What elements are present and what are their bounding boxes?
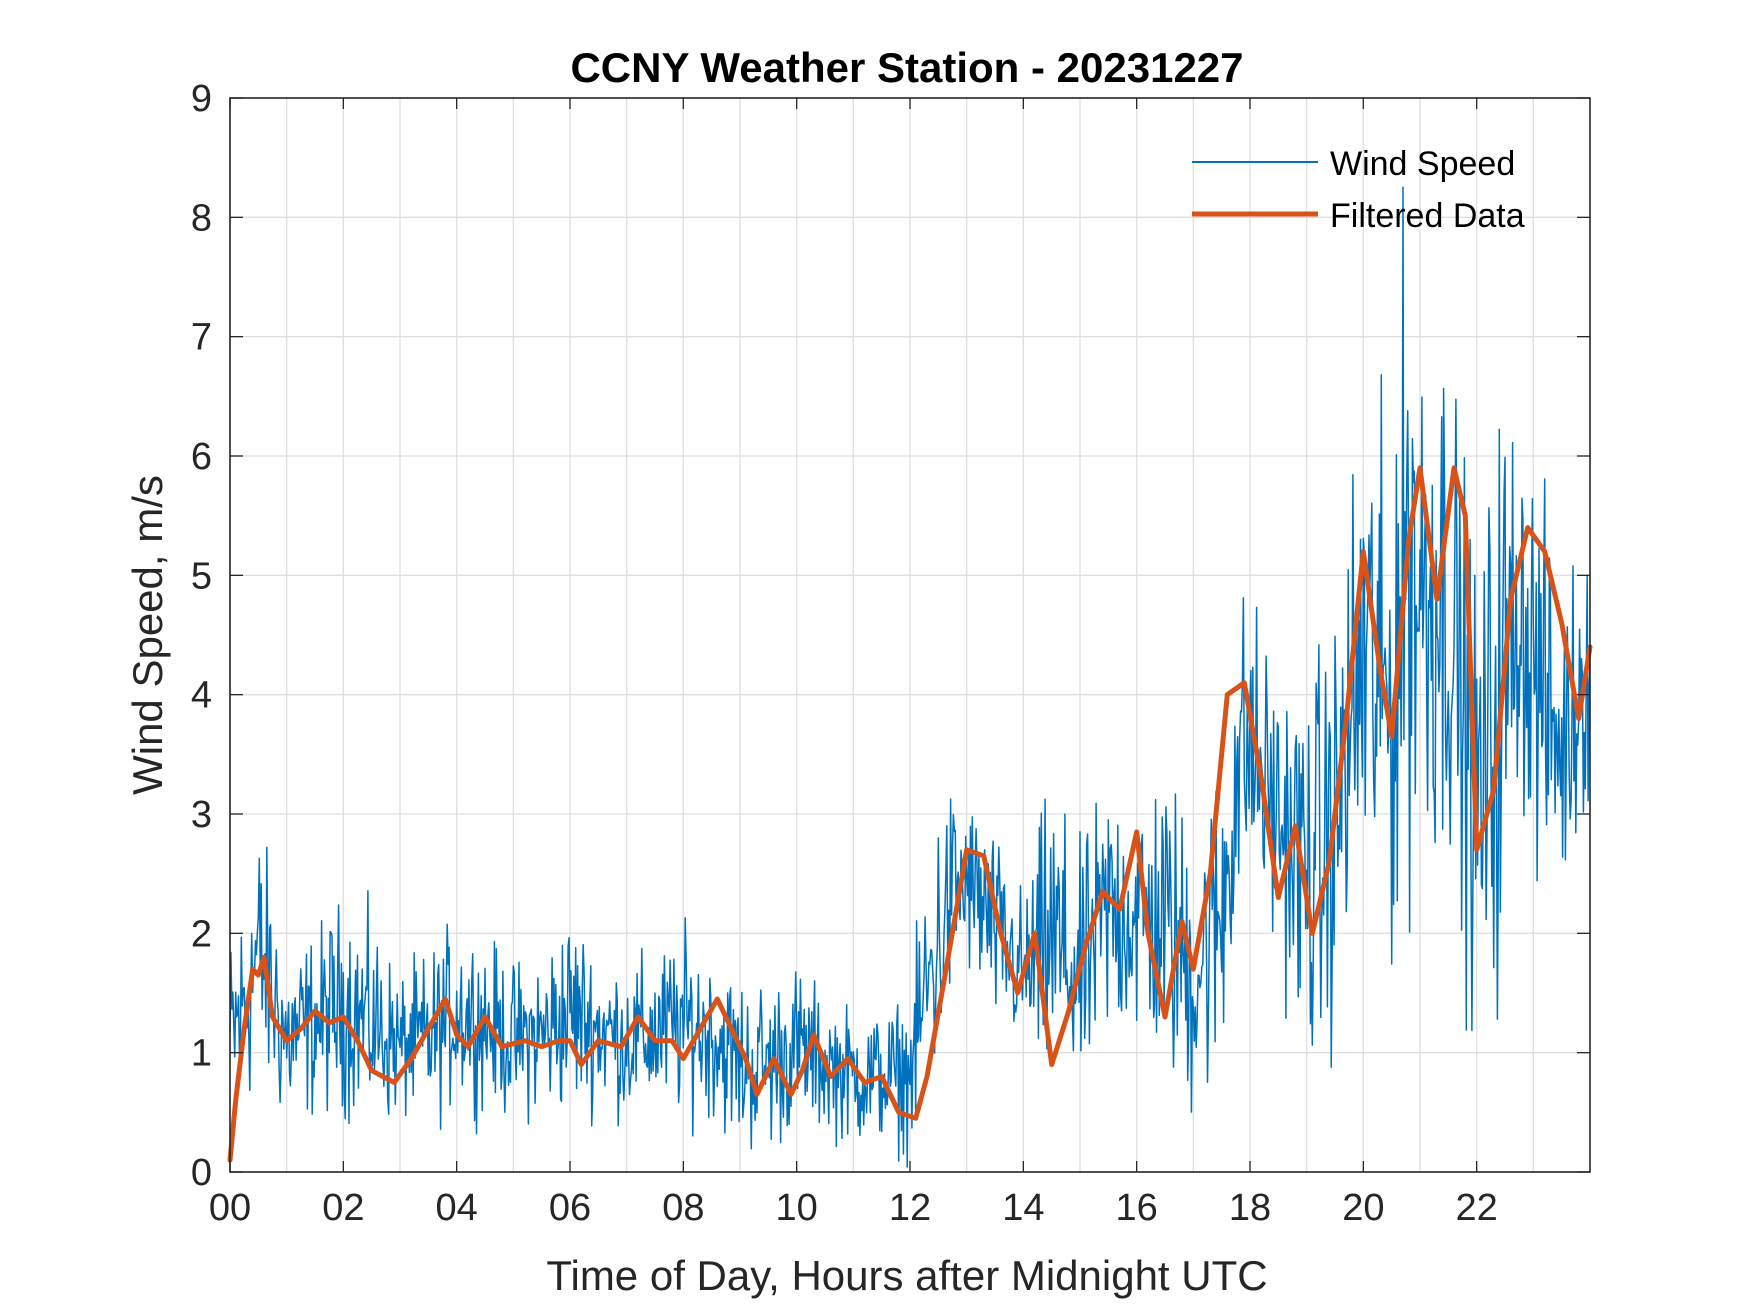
y-axis-title: Wind Speed, m/s [124,475,171,795]
x-tick-label: 10 [776,1187,818,1229]
y-tick-label: 9 [191,78,212,120]
x-tick-label: 22 [1456,1187,1498,1229]
x-tick-label: 02 [322,1187,364,1229]
y-tick-label: 3 [191,794,212,836]
x-tick-label: 12 [889,1187,931,1229]
x-tick-label: 08 [662,1187,704,1229]
y-tick-label: 5 [191,555,212,597]
y-tick-label: 2 [191,913,212,955]
y-tick-label: 7 [191,317,212,359]
legend-label-wind-speed: Wind Speed [1330,145,1515,183]
x-axis-title: Time of Day, Hours after Midnight UTC [546,1252,1267,1299]
chart-title: CCNY Weather Station - 20231227 [570,44,1243,91]
x-tick-label: 00 [209,1187,251,1229]
y-tick-label: 1 [191,1033,212,1075]
x-tick-label: 14 [1002,1187,1044,1229]
y-tick-label: 8 [191,197,212,239]
x-tick-label: 18 [1229,1187,1271,1229]
y-tick-label: 4 [191,675,212,717]
plot-area [227,186,1593,1168]
series-line-wind-speed [229,186,1591,1168]
y-tick-label: 0 [191,1152,212,1194]
y-tick-label: 6 [191,436,212,478]
x-tick-label: 20 [1342,1187,1384,1229]
legend-label-filtered-data: Filtered Data [1330,197,1525,235]
legend: Wind Speed Filtered Data [1192,145,1525,235]
series-line-filtered-data [227,465,1593,1163]
x-tick-label: 06 [549,1187,591,1229]
x-tick-label: 04 [436,1187,478,1229]
x-tick-label: 16 [1116,1187,1158,1229]
